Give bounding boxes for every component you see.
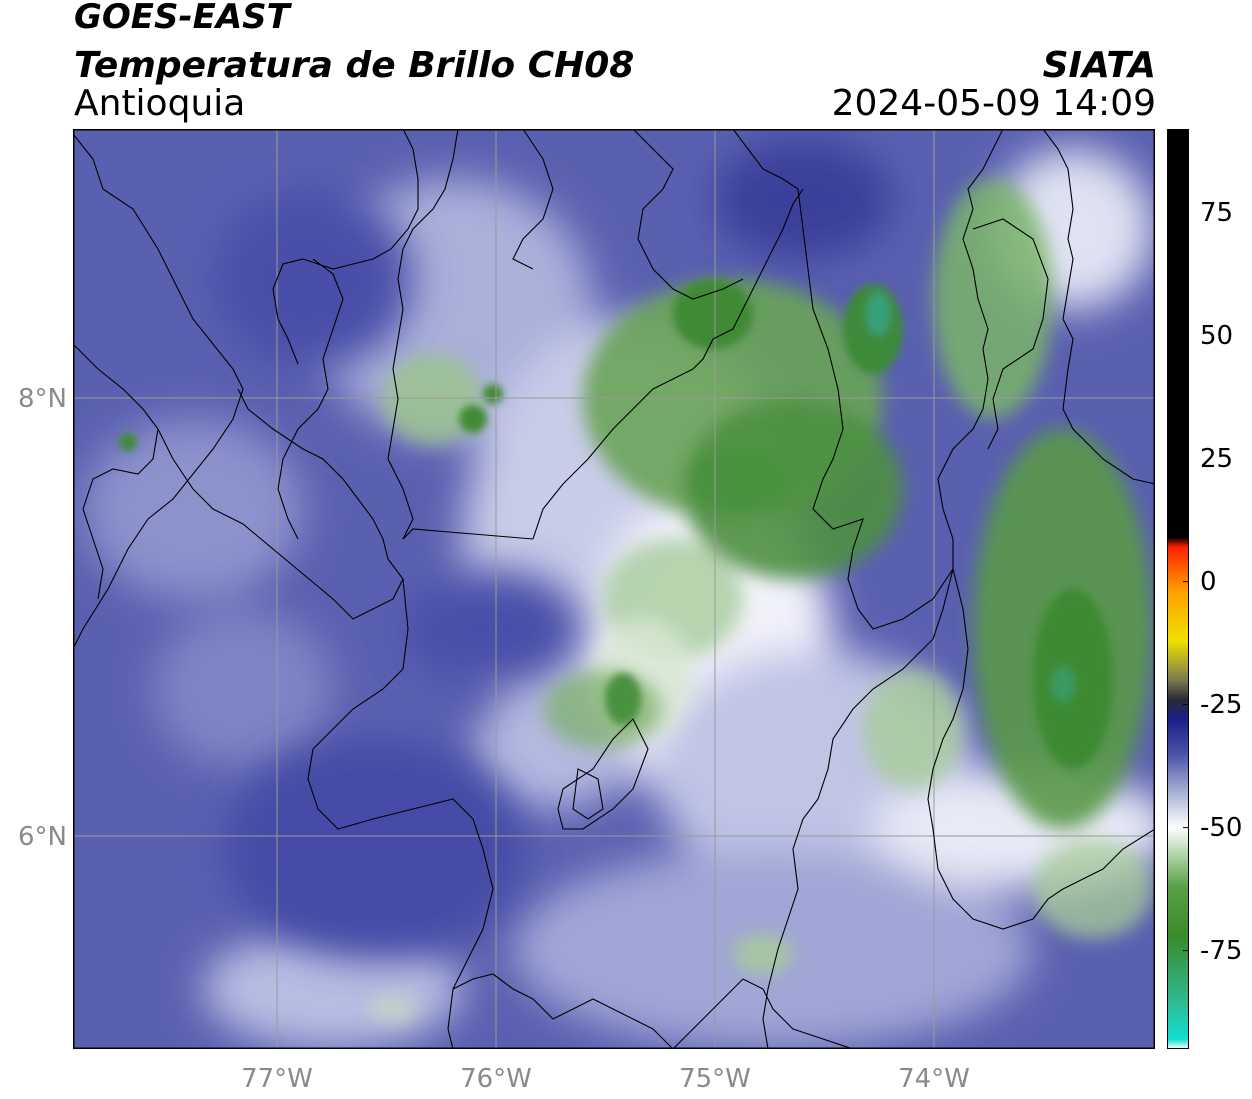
product-title: Temperatura de Brillo CH08 xyxy=(74,45,635,86)
colorbar-gradient xyxy=(1167,129,1189,1049)
region-subtitle: Antioquia xyxy=(74,83,246,124)
colorbar-tick-label: -75 xyxy=(1200,935,1243,966)
temperature-colorbar xyxy=(1167,129,1189,1049)
colorbar-tick-label: 50 xyxy=(1200,320,1234,351)
timestamp-label: 2024-05-09 14:09 xyxy=(831,83,1156,124)
graticule xyxy=(73,129,1155,1049)
colorbar-tick-label: 0 xyxy=(1200,566,1217,597)
colorbar-tick-label: -25 xyxy=(1200,689,1243,720)
colorbar-tick-label: 75 xyxy=(1200,197,1234,228)
colorbar-tick-label: -50 xyxy=(1200,812,1243,843)
map-frame xyxy=(73,129,1155,1049)
colorbar-tick-label: 25 xyxy=(1200,443,1234,474)
latitude-label-8n: 8°N xyxy=(18,384,67,414)
satellite-title: GOES-EAST xyxy=(74,0,290,37)
dark-regions xyxy=(213,139,893,959)
longitude-label-77w: 77°W xyxy=(241,1064,313,1094)
latitude-label-6n: 6°N xyxy=(18,822,67,852)
brightness-temperature-map xyxy=(73,129,1155,1049)
longitude-label-74w: 74°W xyxy=(898,1064,970,1094)
organization-label: SIATA xyxy=(1042,45,1156,86)
longitude-label-75w: 75°W xyxy=(679,1064,751,1094)
political-boundaries xyxy=(73,129,1155,1049)
colorbar-frame xyxy=(1167,129,1189,1049)
longitude-label-76w: 76°W xyxy=(460,1064,532,1094)
cold-cloud-cores xyxy=(119,279,1113,769)
